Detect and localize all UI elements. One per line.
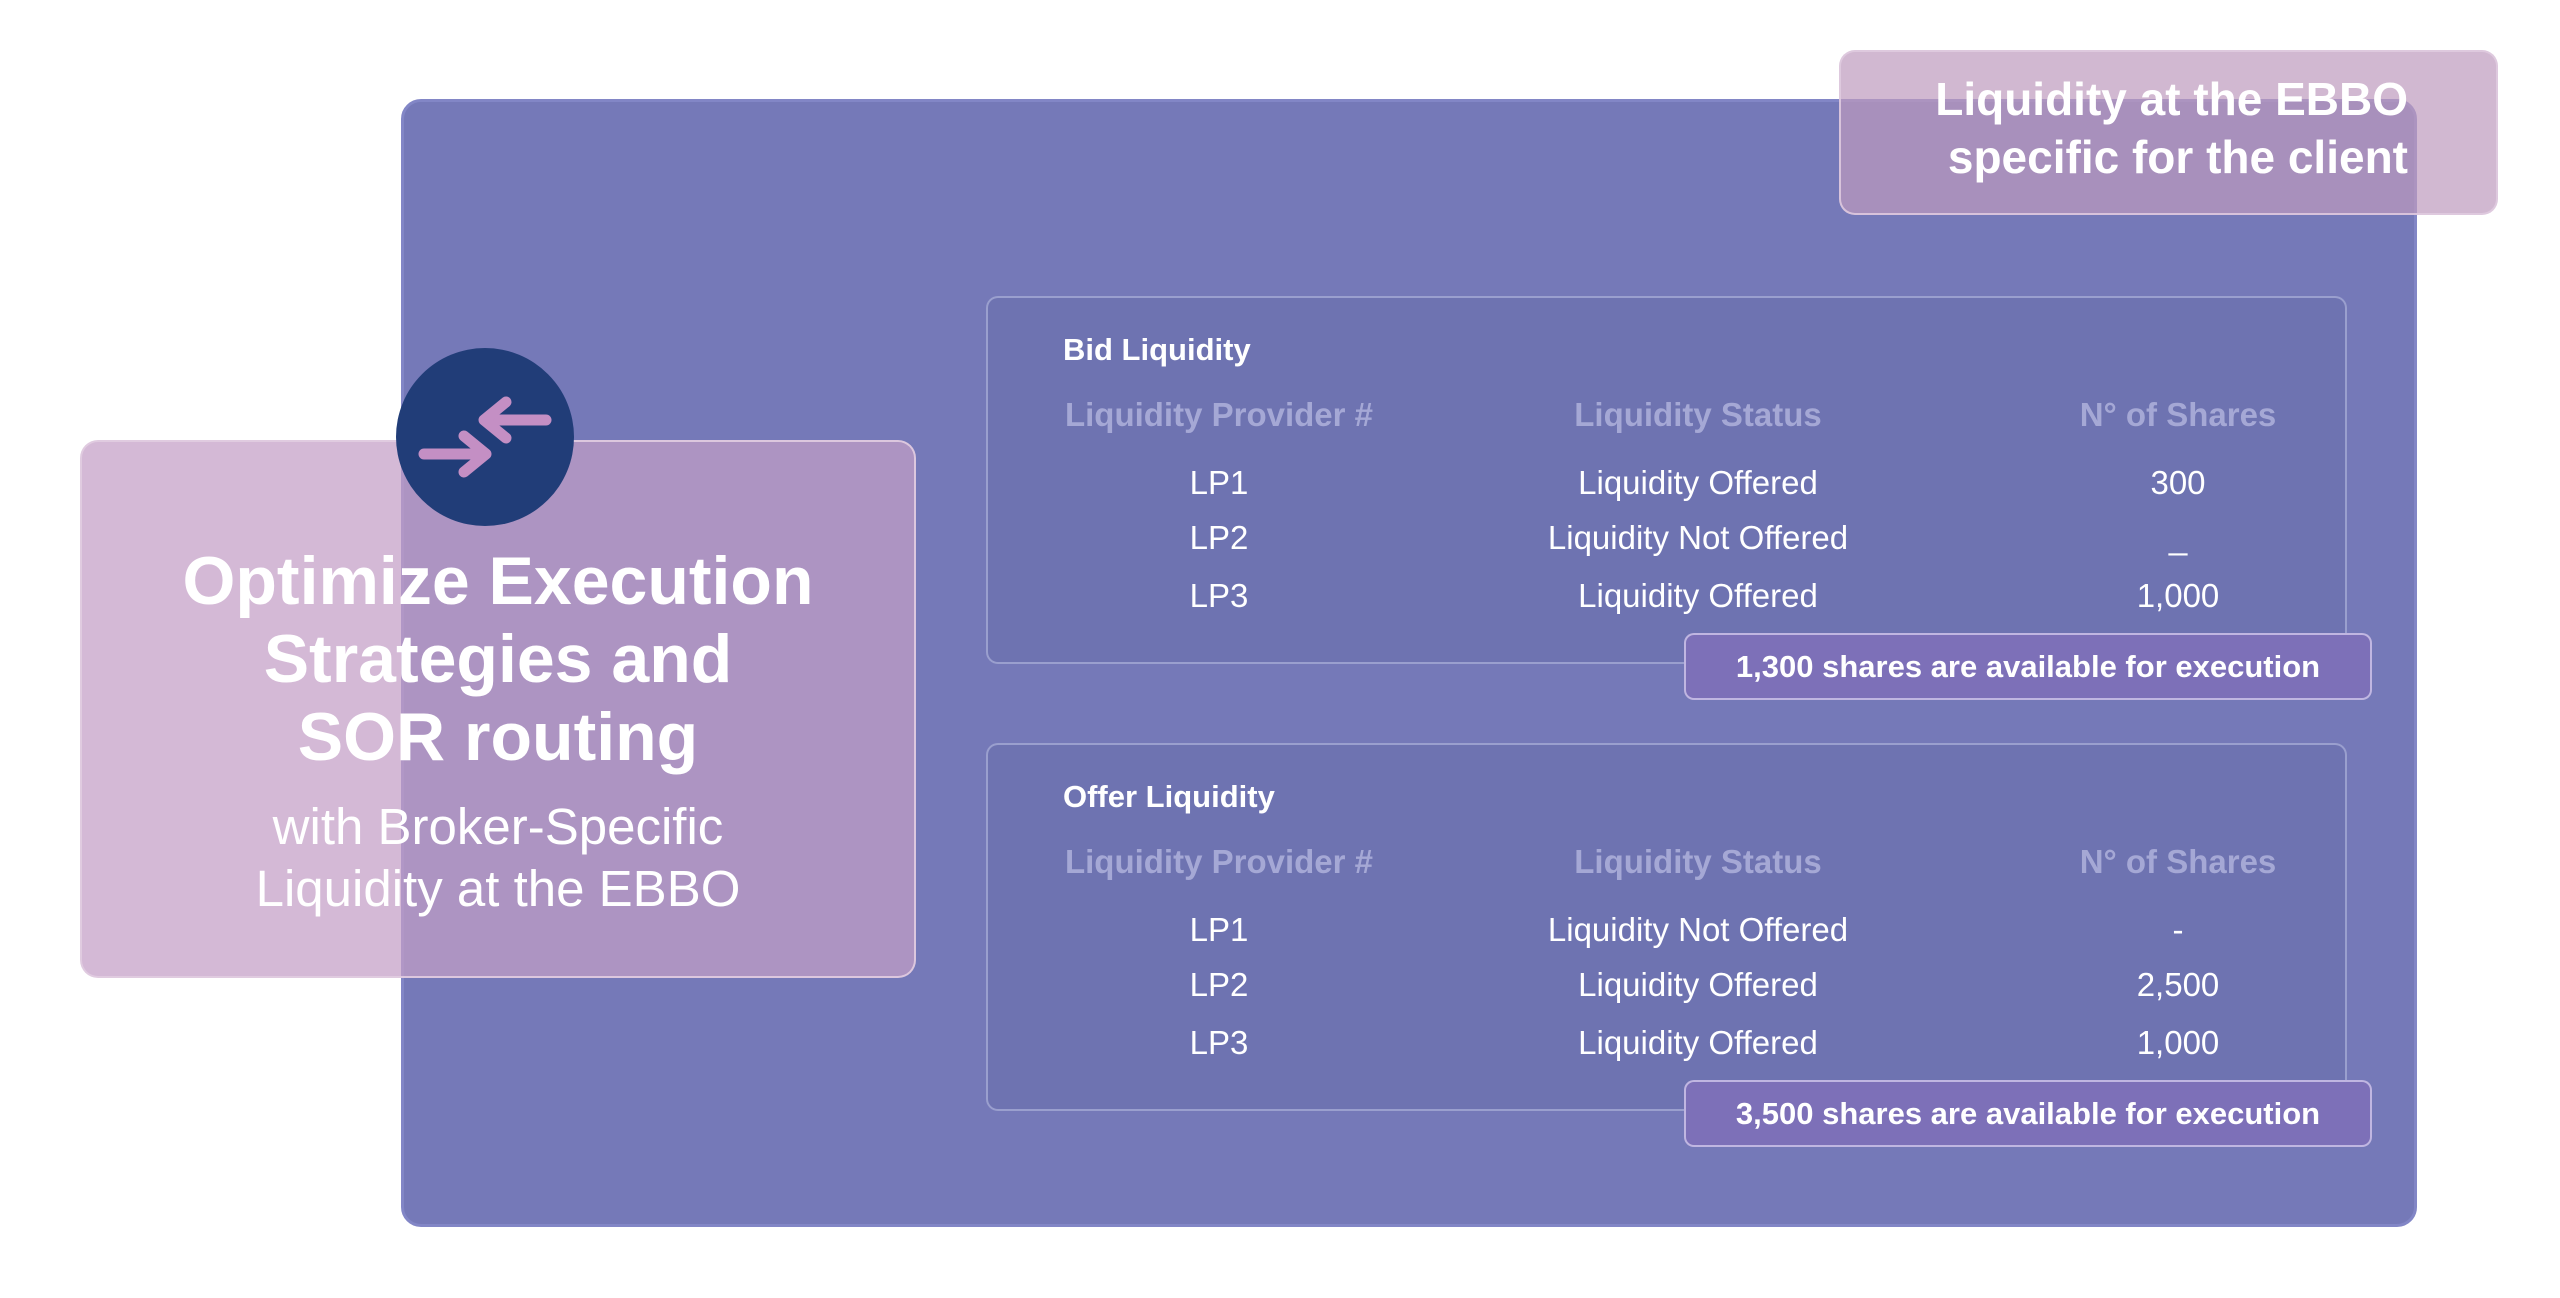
offer-row2-provider: LP2 bbox=[1189, 966, 1249, 1003]
ebbo-badge: Liquidity at the EBBO specific for the c… bbox=[1839, 50, 2498, 215]
hero-title-line2: Strategies and bbox=[263, 621, 733, 697]
offer-header-provider: Liquidity Provider # bbox=[1064, 843, 1374, 880]
bid-row3-shares: 1,000 bbox=[2136, 577, 2220, 614]
bid-row1-status: Liquidity Offered bbox=[1578, 464, 1818, 501]
table-row: LP1 Liquidity Not Offered - bbox=[988, 911, 2345, 963]
hero-subtitle-line2: Liquidity at the EBBO bbox=[255, 860, 741, 917]
hero-title-line1: Optimize Execution bbox=[182, 543, 814, 619]
offer-header-shares: N° of Shares bbox=[2079, 843, 2277, 880]
bid-header-shares: N° of Shares bbox=[2079, 396, 2277, 433]
table-row: LP3 Liquidity Offered 1,000 bbox=[988, 577, 2345, 629]
bid-row1-provider: LP1 bbox=[1189, 464, 1249, 501]
bid-liquidity-title: Bid Liquidity bbox=[1063, 332, 1251, 367]
offer-row3-shares: 1,000 bbox=[2136, 1024, 2220, 1061]
bid-header-provider: Liquidity Provider # bbox=[1064, 396, 1374, 433]
offer-row3-provider: LP3 bbox=[1189, 1024, 1249, 1061]
bid-row3-provider: LP3 bbox=[1189, 577, 1249, 614]
offer-row2-shares: 2,500 bbox=[2136, 966, 2220, 1003]
bid-row2-shares: _ bbox=[2168, 519, 2188, 556]
ebbo-badge-line1: Liquidity at the EBBO bbox=[1935, 73, 2408, 125]
hero-subtitle: with Broker-Specific Liquidity at the EB… bbox=[82, 796, 914, 920]
table-row: LP1 Liquidity Offered 300 bbox=[988, 464, 2345, 516]
offer-summary-badge: 3,500 shares are available for execution bbox=[1684, 1080, 2372, 1147]
offer-liquidity-title: Offer Liquidity bbox=[1063, 779, 1275, 814]
offer-row1-provider: LP1 bbox=[1189, 911, 1249, 948]
offer-row1-status: Liquidity Not Offered bbox=[1547, 911, 1849, 948]
arrows-converge-icon bbox=[396, 348, 574, 526]
hero-title-line3: SOR routing bbox=[297, 699, 699, 775]
offer-row1-shares: - bbox=[2172, 911, 2184, 948]
table-row: LP2 Liquidity Not Offered _ bbox=[988, 519, 2345, 571]
table-row: LP3 Liquidity Offered 1,000 bbox=[988, 1024, 2345, 1076]
bid-row2-status: Liquidity Not Offered bbox=[1547, 519, 1849, 556]
bid-summary-badge: 1,300 shares are available for execution bbox=[1684, 633, 2372, 700]
bid-row1-shares: 300 bbox=[2150, 464, 2206, 501]
offer-row2-status: Liquidity Offered bbox=[1578, 966, 1818, 1003]
hero-subtitle-line1: with Broker-Specific bbox=[272, 798, 724, 855]
bid-row2-provider: LP2 bbox=[1189, 519, 1249, 556]
bid-row3-status: Liquidity Offered bbox=[1578, 577, 1818, 614]
offer-row3-status: Liquidity Offered bbox=[1578, 1024, 1818, 1061]
offer-header-status: Liquidity Status bbox=[1574, 843, 1822, 880]
offer-liquidity-card: Offer Liquidity Liquidity Provider # Liq… bbox=[986, 743, 2347, 1111]
bid-liquidity-card: Bid Liquidity Liquidity Provider # Liqui… bbox=[986, 296, 2347, 664]
table-row: LP2 Liquidity Offered 2,500 bbox=[988, 966, 2345, 1018]
hero-title: Optimize Execution Strategies and SOR ro… bbox=[82, 542, 914, 776]
bid-header-status: Liquidity Status bbox=[1574, 396, 1822, 433]
ebbo-badge-line2: specific for the client bbox=[1947, 131, 2408, 183]
hero-card: Optimize Execution Strategies and SOR ro… bbox=[80, 440, 916, 978]
